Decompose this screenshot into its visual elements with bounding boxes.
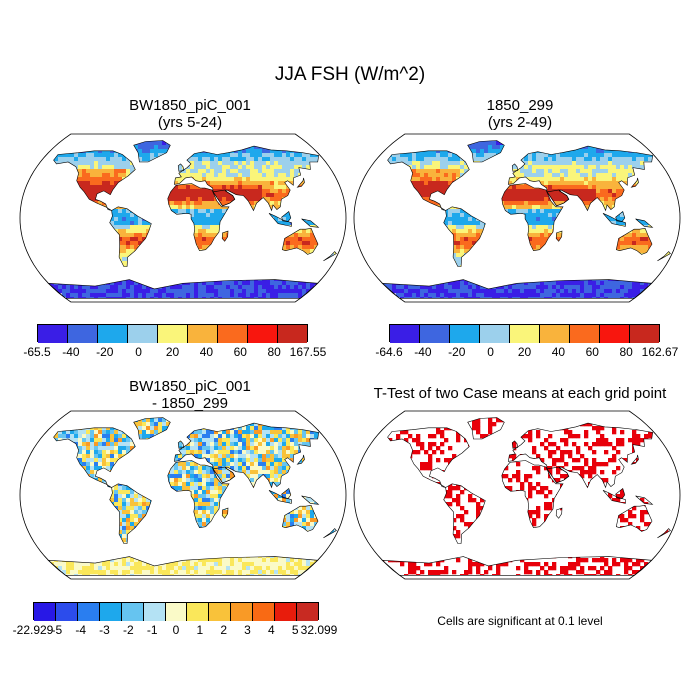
colorbar-tick-label: 40 xyxy=(199,345,214,359)
colorbar-cell xyxy=(142,603,165,621)
colorbar-tick-label: 2 xyxy=(220,623,227,637)
coastlines xyxy=(381,140,671,299)
colorbar-cell xyxy=(599,325,629,343)
colorbar-cell xyxy=(97,325,127,343)
colorbar-tick-label: 0 xyxy=(172,623,180,637)
colorbar-cell xyxy=(67,325,97,343)
panel-2-title-line1: 1850_299 xyxy=(486,97,554,114)
panel-1-title-line2: (yrs 5-24) xyxy=(157,114,223,131)
colorbar-panel-2 xyxy=(389,324,660,343)
panel-3-title: BW1850_piC_001 - 1850_299 xyxy=(30,378,350,412)
panel-1-title: BW1850_piC_001 (yrs 5-24) xyxy=(30,97,350,131)
colorbar-tick-label: -22.929 xyxy=(12,623,54,637)
colorbar-tick-label: 20 xyxy=(517,345,532,359)
colorbar-tick-label: -64.6 xyxy=(375,345,403,359)
colorbar-cell xyxy=(390,325,419,343)
colorbar-tick-label: 80 xyxy=(619,345,633,359)
panel-2-title-line2: (yrs 2-49) xyxy=(487,114,553,131)
colorbar-cell xyxy=(230,603,253,621)
panel-3-title-line1: BW1850_piC_001 xyxy=(129,378,251,395)
colorbar-cell xyxy=(629,325,659,343)
colorbar-cell xyxy=(208,603,231,621)
coastlines xyxy=(381,417,671,576)
colorbar-tick-label: -5 xyxy=(51,623,63,637)
panel-1-title-line1: BW1850_piC_001 xyxy=(129,97,251,114)
colorbar-cell xyxy=(54,603,77,621)
colorbar-tick-label: -65.5 xyxy=(23,345,51,359)
colorbar-tick-label: 167.55 xyxy=(289,345,327,359)
colorbar-cell xyxy=(296,603,318,621)
colorbar-cell xyxy=(98,603,121,621)
colorbar-tick-label: -2 xyxy=(122,623,134,637)
colorbar-cell xyxy=(419,325,449,343)
colorbar-cell xyxy=(569,325,599,343)
colorbar-tick-label: -20 xyxy=(96,345,114,359)
colorbar-tick-label: 5 xyxy=(291,623,299,637)
colorbar-cell xyxy=(120,603,143,621)
map-panel-2 xyxy=(353,133,681,303)
colorbar-cell xyxy=(186,603,209,621)
colorbar-cell xyxy=(38,325,67,343)
colorbar-tick-label: 1 xyxy=(196,623,204,637)
colorbar-tick-label: -20 xyxy=(448,345,466,359)
coastlines xyxy=(47,417,337,576)
colorbar-cell xyxy=(479,325,509,343)
globe-outline xyxy=(353,410,681,580)
figure-title: JJA FSH (W/m^2) xyxy=(274,64,426,85)
coastlines xyxy=(47,140,337,299)
colorbar-cell xyxy=(252,603,275,621)
significance-note: Cells are significant at 0.1 level xyxy=(437,614,603,628)
colorbar-cell xyxy=(247,325,277,343)
colorbar-tick-label: 60 xyxy=(233,345,247,359)
colorbar-tick-label: 0 xyxy=(135,345,142,359)
colorbar-panel-1 xyxy=(37,324,308,343)
colorbar-cell xyxy=(127,325,157,343)
globe-outline xyxy=(19,133,347,303)
colorbar-panel-3 xyxy=(33,602,319,621)
panel-4-title: T-Test of two Case means at each grid po… xyxy=(373,385,667,402)
colorbar-cell xyxy=(274,603,297,621)
colorbar-tick-label: 0 xyxy=(487,345,494,359)
colorbar-cell xyxy=(509,325,539,343)
colorbar-cell xyxy=(277,325,307,343)
colorbar-tick-label: 162.67 xyxy=(641,345,679,359)
colorbar-tick-label: 80 xyxy=(267,345,281,359)
colorbar-tick-label: 40 xyxy=(551,345,566,359)
globe-outline xyxy=(19,410,347,580)
colorbar-cell xyxy=(539,325,569,343)
colorbar-tick-label: 60 xyxy=(585,345,599,359)
colorbar-tick-label: 3 xyxy=(244,623,251,637)
colorbar-tick-label: -4 xyxy=(75,623,86,637)
colorbar-cell xyxy=(217,325,247,343)
colorbar-cell xyxy=(76,603,99,621)
colorbar-cell xyxy=(187,325,217,343)
colorbar-tick-label: -1 xyxy=(146,623,158,637)
map-panel-3-difference xyxy=(19,410,347,580)
colorbar-cell xyxy=(157,325,187,343)
colorbar-tick-label: 4 xyxy=(267,623,275,637)
colorbar-tick-label: -3 xyxy=(99,623,110,637)
colorbar-cell xyxy=(449,325,479,343)
map-panel-1 xyxy=(19,133,347,303)
colorbar-tick-label: 20 xyxy=(165,345,180,359)
panel-2-title: 1850_299 (yrs 2-49) xyxy=(360,97,680,131)
globe-outline xyxy=(353,133,681,303)
panel-3-title-line2: - 1850_299 xyxy=(152,395,228,412)
colorbar-cell xyxy=(34,603,55,621)
colorbar-cell xyxy=(164,603,187,621)
map-panel-4-ttest xyxy=(353,410,681,580)
colorbar-tick-label: 32.099 xyxy=(300,623,338,637)
colorbar-tick-label: -40 xyxy=(62,345,80,359)
colorbar-tick-label: -40 xyxy=(414,345,432,359)
